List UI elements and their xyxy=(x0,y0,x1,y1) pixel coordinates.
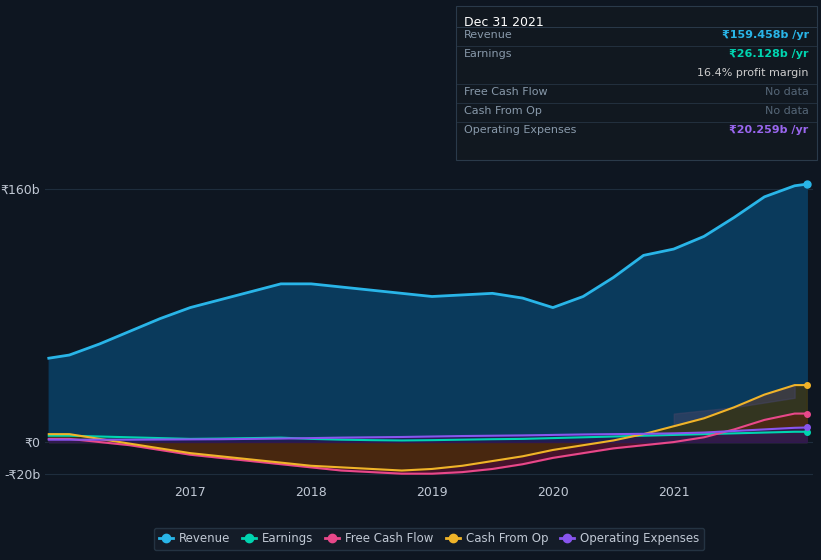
Text: ₹159.458b /yr: ₹159.458b /yr xyxy=(722,30,809,40)
Text: Operating Expenses: Operating Expenses xyxy=(464,125,576,135)
Text: Dec 31 2021: Dec 31 2021 xyxy=(464,16,544,29)
Text: No data: No data xyxy=(765,87,809,97)
Legend: Revenue, Earnings, Free Cash Flow, Cash From Op, Operating Expenses: Revenue, Earnings, Free Cash Flow, Cash … xyxy=(154,528,704,550)
Text: Revenue: Revenue xyxy=(464,30,512,40)
Text: ₹26.128b /yr: ₹26.128b /yr xyxy=(729,49,809,59)
Text: Cash From Op: Cash From Op xyxy=(464,106,542,116)
Text: No data: No data xyxy=(765,106,809,116)
Text: 16.4% profit margin: 16.4% profit margin xyxy=(697,68,809,78)
Text: Earnings: Earnings xyxy=(464,49,512,59)
Text: ₹20.259b /yr: ₹20.259b /yr xyxy=(729,125,809,135)
Text: Free Cash Flow: Free Cash Flow xyxy=(464,87,548,97)
